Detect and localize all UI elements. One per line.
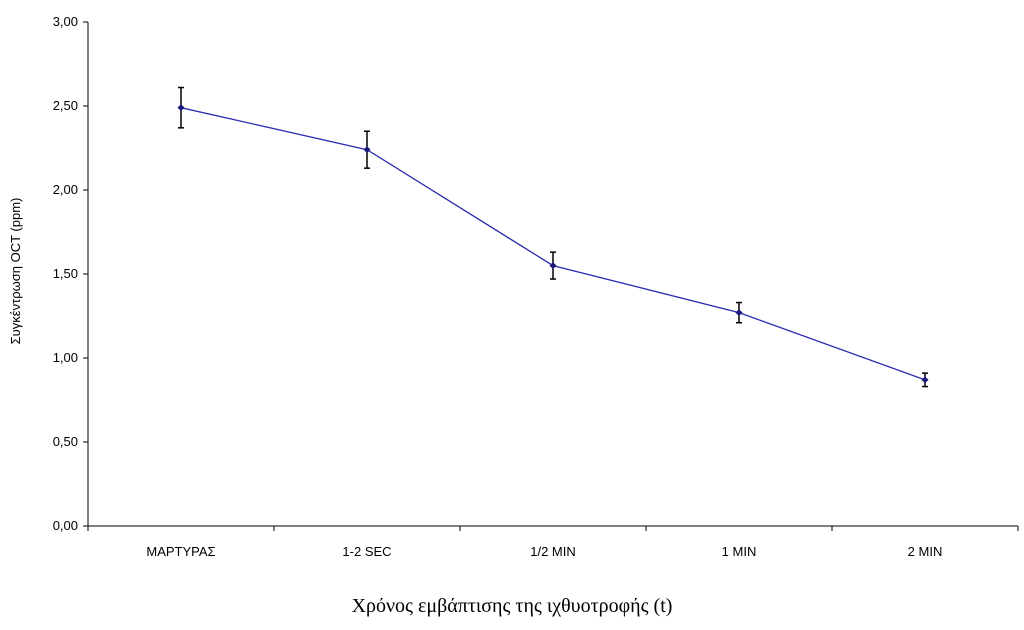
y-tick-label: 0,00 bbox=[53, 518, 78, 533]
data-point bbox=[549, 262, 557, 270]
y-axis-label: Συγκέντρωση OCT (ppm) bbox=[8, 198, 23, 345]
data-point bbox=[921, 376, 929, 384]
y-tick-label: 3,00 bbox=[53, 14, 78, 29]
series bbox=[177, 86, 929, 388]
y-axis-ticks: 0,00 0,50 1,00 1,50 2,00 2,50 3,00 bbox=[53, 14, 88, 533]
series-layer bbox=[177, 86, 929, 388]
y-tick-label: 1,50 bbox=[53, 266, 78, 281]
x-axis-label: Χρόνος εμβάπτισης της ιχθυοτροφής (t) bbox=[352, 595, 673, 617]
x-tick-label: ΜΑΡΤΥΡΑΣ bbox=[146, 544, 215, 559]
y-tick-label: 1,00 bbox=[53, 350, 78, 365]
y-tick-label: 0,50 bbox=[53, 434, 78, 449]
series-line bbox=[180, 107, 926, 381]
x-tick-label: 1 MIN bbox=[722, 544, 757, 559]
x-tick-label: 1/2 MIN bbox=[530, 544, 576, 559]
data-point bbox=[177, 104, 185, 112]
x-axis-ticks: ΜΑΡΤΥΡΑΣ 1-2 SEC 1/2 MIN 1 MIN 2 MIN bbox=[87, 526, 1019, 559]
y-tick-label: 2,50 bbox=[53, 98, 78, 113]
data-point bbox=[735, 309, 743, 317]
y-tick-label: 2,00 bbox=[53, 182, 78, 197]
data-point bbox=[363, 146, 371, 154]
x-tick-label: 1-2 SEC bbox=[342, 544, 391, 559]
x-tick-label: 2 MIN bbox=[908, 544, 943, 559]
